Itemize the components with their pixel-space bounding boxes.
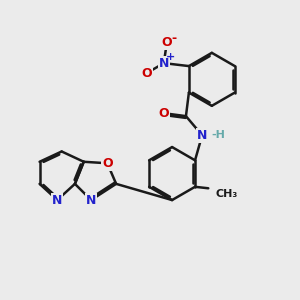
Text: N: N (52, 194, 62, 207)
Text: N: N (197, 129, 207, 142)
Text: -: - (172, 32, 177, 46)
Text: CH₃: CH₃ (216, 189, 238, 199)
Text: -H: -H (211, 130, 225, 140)
Text: O: O (102, 157, 112, 170)
Text: N: N (159, 57, 169, 70)
Text: N: N (86, 194, 96, 207)
Text: O: O (158, 107, 169, 120)
Text: +: + (166, 52, 175, 62)
Text: O: O (161, 36, 172, 49)
Text: O: O (141, 67, 152, 80)
